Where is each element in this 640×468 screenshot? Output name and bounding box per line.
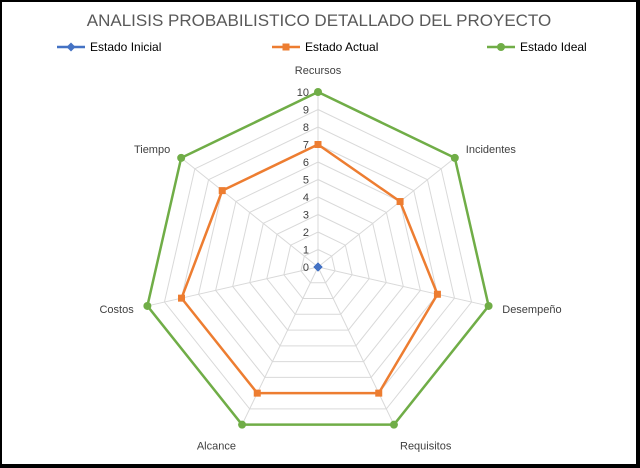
- tick-label: 5: [303, 175, 309, 187]
- grid-spoke: [317, 157, 456, 268]
- grid-ring: [232, 178, 404, 347]
- axis-label-requisitos: Requisitos: [400, 440, 452, 452]
- series-estado-ideal: [143, 88, 493, 429]
- data-point-estado-actual-alcance: [253, 389, 261, 397]
- data-point-estado-ideal-incidentes: [450, 153, 459, 162]
- tick-label: 10: [297, 87, 309, 99]
- grid-ring: [249, 196, 387, 331]
- legend-marker: [66, 42, 76, 52]
- tick-label: 8: [303, 122, 309, 134]
- axis-label-tiempo: Tiempo: [134, 144, 170, 156]
- data-point-estado-ideal-desempeno: [484, 301, 493, 310]
- data-point-estado-actual-costos: [178, 294, 186, 302]
- legend-entry-estado-actual: Estado Actual: [272, 40, 378, 54]
- tick-label: 1: [303, 245, 309, 257]
- data-point-estado-ideal-tiempo: [177, 153, 186, 162]
- data-point-estado-inicial-tiempo: [313, 262, 323, 272]
- series-line-estado-actual: [180, 143, 439, 395]
- tick-label: 4: [303, 192, 309, 204]
- axis-label-incidentes: Incidentes: [466, 144, 517, 156]
- tick-label: 6: [303, 157, 309, 169]
- tick-label: 7: [303, 140, 309, 152]
- series-estado-actual: [178, 141, 441, 397]
- grid-spoke: [147, 266, 319, 307]
- data-point-estado-ideal-costos: [143, 301, 152, 310]
- grid-ring: [266, 213, 370, 315]
- data-point-estado-actual-incidentes: [396, 198, 404, 206]
- radar-chart: ANALISIS PROBABILISTICO DETALLADO DEL PR…: [57, 11, 587, 452]
- grid-ring: [300, 248, 336, 284]
- series-estado-inicial: [313, 262, 323, 272]
- grid-ring: [198, 143, 438, 378]
- legend-label: Estado Inicial: [90, 40, 161, 54]
- tick-label: 0: [303, 262, 309, 274]
- axis-labels: Recursos Incidentes Desempeño Requisitos Alc…: [99, 65, 561, 452]
- data-point-estado-ideal-alcance: [238, 420, 247, 429]
- data-point-estado-actual-desempeno: [433, 290, 441, 298]
- grid-ring: [283, 231, 353, 300]
- legend-entry-estado-inicial: Estado Inicial: [57, 40, 161, 54]
- grid-ring: [163, 108, 473, 410]
- data-point-estado-actual-tiempo: [218, 187, 226, 195]
- grid-ring: [215, 161, 421, 363]
- axis-label-costos: Costos: [99, 304, 134, 316]
- axis-label-desempeno: Desempeño: [502, 304, 561, 316]
- data-point-estado-actual-requisitos: [375, 389, 383, 397]
- axis-label-alcance: Alcance: [197, 440, 236, 452]
- data-point-estado-ideal-requisitos: [389, 420, 398, 429]
- series-group: [143, 88, 493, 429]
- legend: Estado Inicial Estado Actual Estado Ideal: [57, 40, 587, 54]
- tick-label: 2: [303, 227, 309, 239]
- tick-labels: 0 1 2 3 4 5 6 7 8 9 10: [297, 87, 309, 274]
- tick-label: 9: [303, 105, 309, 117]
- legend-label: Estado Actual: [305, 40, 378, 54]
- legend-marker: [497, 43, 505, 51]
- series-line-estado-ideal: [146, 90, 490, 426]
- legend-label: Estado Ideal: [520, 40, 587, 54]
- grid-spoke: [180, 157, 319, 268]
- grid-spoke: [241, 266, 319, 425]
- chart-title: ANALISIS PROBABILISTICO DETALLADO DEL PR…: [87, 11, 552, 30]
- tick-label: 3: [303, 210, 309, 222]
- grid-spoke: [317, 266, 489, 307]
- chart-area: ANALISIS PROBABILISTICO DETALLADO DEL PR…: [2, 2, 636, 464]
- legend-entry-estado-ideal: Estado Ideal: [487, 40, 587, 54]
- data-point-estado-actual-recursos: [314, 141, 322, 148]
- grid-spoke: [317, 266, 395, 425]
- legend-marker: [282, 43, 290, 51]
- axis-label-recursos: Recursos: [295, 65, 342, 77]
- data-point-estado-ideal-recursos: [314, 88, 322, 96]
